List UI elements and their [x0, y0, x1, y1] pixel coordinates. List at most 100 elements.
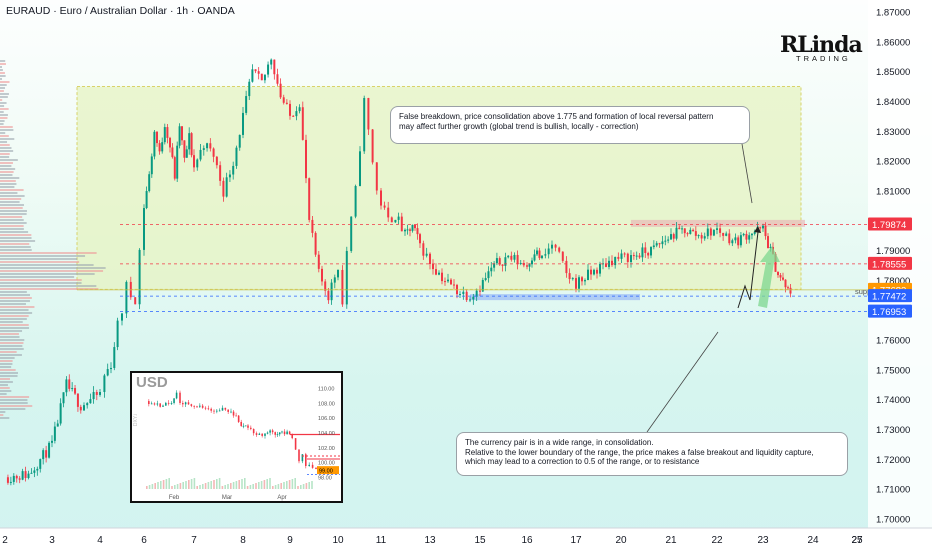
- candle-body: [759, 227, 762, 229]
- inset-candle-body: [148, 401, 150, 405]
- candle-body: [487, 271, 490, 279]
- inset-candle-body: [235, 415, 237, 417]
- candle-body: [341, 269, 344, 305]
- time-axis-label: 27: [851, 535, 863, 546]
- candle-body: [425, 253, 428, 256]
- candle-body: [273, 59, 276, 75]
- price-axis-label: 1.86000: [876, 37, 910, 48]
- candle-body: [183, 140, 186, 158]
- volume-profile-bar: [0, 315, 29, 317]
- volume-profile-bar: [0, 264, 94, 266]
- inset-volume-bar: [246, 486, 249, 489]
- inset-candle-body: [252, 428, 255, 434]
- candle-body: [36, 468, 39, 471]
- candle-body: [544, 254, 547, 256]
- inset-candle-body: [311, 464, 314, 468]
- volume-profile-bar: [0, 306, 35, 308]
- candle-body: [116, 320, 119, 348]
- candle-body: [750, 233, 753, 236]
- inset-candle-body: [305, 454, 307, 467]
- inset-candle-body: [240, 421, 242, 426]
- inset-volume-bar: [260, 481, 263, 489]
- volume-profile-bar: [0, 90, 4, 92]
- candle-body: [400, 216, 403, 232]
- candle-body: [394, 219, 397, 223]
- candle-body: [324, 281, 327, 291]
- candle-body: [632, 255, 635, 257]
- inset-candle-body: [207, 408, 210, 410]
- candle-body: [712, 229, 715, 236]
- inset-volume-bar: [308, 482, 310, 489]
- candle-body: [432, 264, 434, 270]
- candle-body: [652, 245, 655, 248]
- inset-volume-bar: [269, 478, 271, 489]
- candle-body: [232, 165, 235, 175]
- candle-body: [484, 278, 487, 281]
- volume-profile-bar: [0, 360, 13, 362]
- candle-body: [199, 149, 202, 160]
- candle-body: [330, 282, 333, 301]
- inset-candle-body: [264, 433, 266, 436]
- candle-body: [245, 96, 248, 113]
- volume-profile-bar: [0, 324, 29, 326]
- volume-profile-bar: [0, 339, 25, 341]
- annotation-range[interactable]: The currency pair is in a wide range, in…: [456, 432, 848, 476]
- candle-body: [161, 142, 164, 152]
- inset-candle-body: [162, 405, 164, 407]
- candle-body: [390, 217, 393, 223]
- candle-body: [18, 478, 21, 480]
- candle-body: [655, 243, 658, 246]
- volume-profile-bar: [0, 213, 27, 215]
- candle-body: [86, 403, 89, 406]
- candle-body: [260, 73, 263, 81]
- volume-profile-bar: [0, 99, 3, 101]
- inset-candle-body: [199, 405, 201, 407]
- volume-profile-bar: [0, 342, 24, 344]
- inset-volume-bar: [213, 480, 215, 489]
- inset-volume-bar: [288, 480, 291, 489]
- inset-title: USD: [136, 374, 168, 391]
- candle-body: [110, 367, 112, 370]
- candle-body: [716, 228, 718, 230]
- inset-volume-bar: [272, 486, 274, 489]
- candle-body: [444, 281, 446, 283]
- candle-body: [92, 391, 95, 400]
- inset-volume-bar: [232, 482, 235, 489]
- candle-body: [143, 208, 145, 250]
- volume-profile-bar: [0, 174, 13, 176]
- price-level-name: support: [855, 287, 881, 296]
- candle-body: [219, 165, 222, 181]
- candle-body: [406, 229, 409, 231]
- volume-profile-bar: [0, 63, 6, 65]
- volume-profile-bar: [0, 399, 28, 401]
- candle-body: [76, 393, 79, 407]
- inset-time-label: Mar: [222, 495, 232, 501]
- time-axis-label: 17: [570, 535, 582, 546]
- candle-body: [45, 450, 48, 458]
- volume-profile-bar: [0, 414, 4, 416]
- candle-body: [215, 156, 218, 166]
- candle-body: [276, 74, 279, 84]
- candle-body: [333, 277, 336, 283]
- inset-candle-body: [283, 431, 286, 435]
- price-axis-label: 1.81000: [876, 186, 910, 197]
- candle-body: [561, 251, 564, 261]
- volume-profile-bar: [0, 228, 24, 230]
- annotation-false-breakdown[interactable]: False breakdown, price consolidation abo…: [390, 106, 750, 144]
- usd-inset-chart[interactable]: 110.00 108.00 106.00 104.00 102.00 100.00 98.0…: [130, 371, 343, 503]
- candle-body: [6, 477, 9, 483]
- candle-body: [24, 471, 27, 479]
- volume-profile-bar: [0, 105, 5, 107]
- inset-candle-body: [196, 406, 198, 408]
- candle-body: [531, 260, 533, 265]
- candle-body: [301, 107, 304, 140]
- inset-volume-bar: [151, 484, 154, 489]
- candle-body: [138, 249, 141, 305]
- time-axis-label: 8: [240, 535, 246, 546]
- inset-candle-body: [286, 431, 288, 435]
- candle-body: [74, 388, 77, 394]
- price-axis-label: 1.78000: [876, 276, 910, 287]
- volume-profile-bar: [0, 165, 12, 167]
- volume-profile-bar: [0, 126, 13, 128]
